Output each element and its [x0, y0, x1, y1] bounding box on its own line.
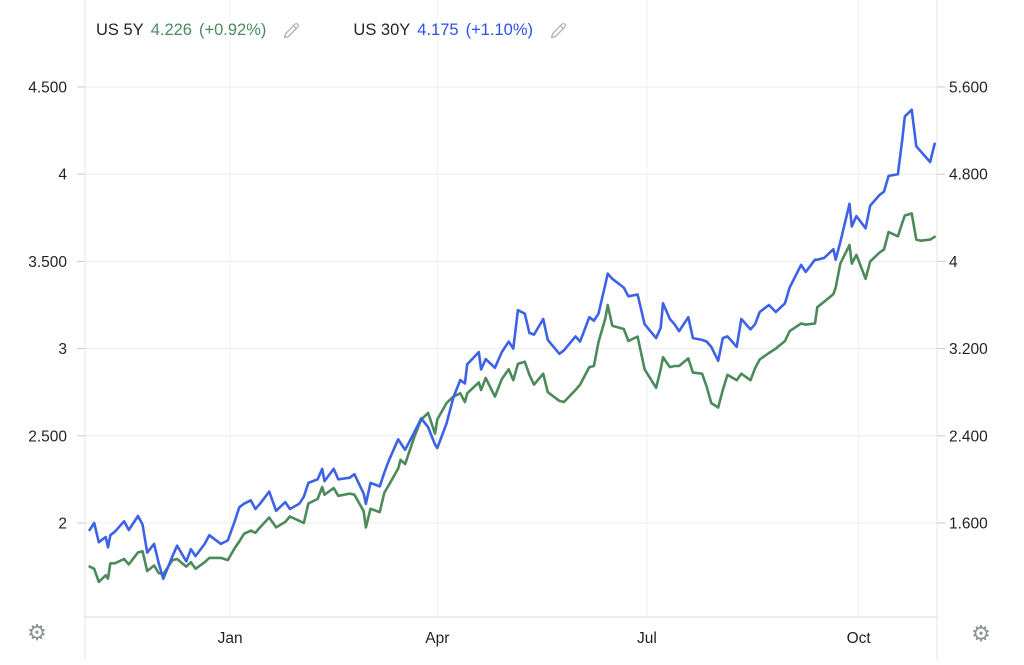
right-axis-tick-label: 2.400	[949, 428, 988, 445]
right-axis-tick-label: 3.200	[949, 341, 988, 358]
series-value-us-30y: 4.175	[417, 21, 459, 39]
right-axis-tick-label: 4	[949, 254, 958, 271]
settings-gear-icon-left[interactable]: ⚙	[22, 618, 52, 648]
settings-gear-icon-right[interactable]: ⚙	[966, 619, 996, 649]
x-axis-tick-label: Oct	[847, 630, 872, 647]
left-axis-tick-label: 4	[58, 167, 67, 184]
series-line-us-5y	[88, 212, 937, 584]
edit-icon[interactable]	[282, 21, 301, 40]
series-name-us-30y: US 30Y	[353, 21, 411, 39]
series-value-us-5y: 4.226	[150, 21, 192, 39]
right-axis-tick-label: 4.800	[949, 167, 988, 184]
x-axis-tick-label: Apr	[425, 630, 449, 647]
legend-item-us-30y: US 30Y 4.175 (+1.10%)	[353, 21, 568, 40]
left-axis-tick-label: 4.500	[28, 80, 67, 97]
series-name-us-5y: US 5Y	[96, 21, 144, 39]
left-axis-tick-label: 3	[58, 341, 67, 358]
chart-legend: US 5Y 4.226 (+0.92%) US 30Y 4.175 (+1.10…	[96, 21, 568, 40]
series-line-us-30y	[88, 108, 937, 581]
series-change-us-5y: (+0.92%)	[198, 21, 267, 39]
right-axis-tick-label: 1.600	[949, 516, 988, 533]
x-axis-tick-label: Jan	[218, 630, 243, 647]
right-axis-tick-label: 5.600	[949, 80, 988, 97]
x-axis-tick-label: Jul	[637, 630, 657, 647]
left-axis-tick-label: 2.500	[28, 428, 67, 445]
legend-item-us-5y: US 5Y 4.226 (+0.92%)	[96, 21, 301, 40]
left-axis-tick-label: 2	[58, 516, 67, 533]
edit-icon[interactable]	[549, 21, 568, 40]
left-axis-tick-label: 3.500	[28, 254, 67, 271]
series-change-us-30y: (+1.10%)	[465, 21, 533, 39]
